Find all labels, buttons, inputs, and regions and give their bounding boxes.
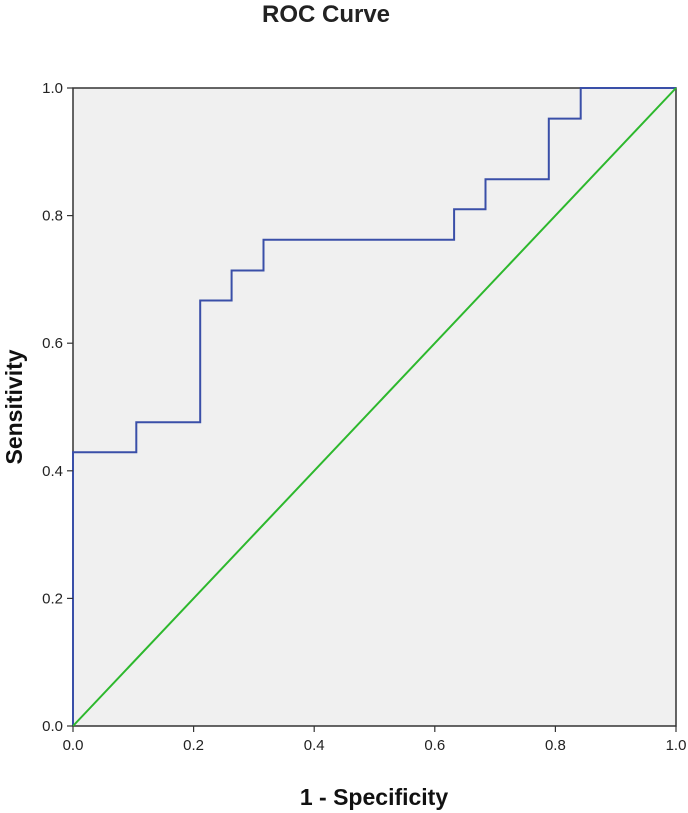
y-tick-label: 0.0 <box>42 718 63 735</box>
x-tick-label: 0.2 <box>183 737 204 754</box>
x-axis-ticks: 0.0 0.2 0.4 0.6 0.8 1.0 <box>63 726 687 754</box>
x-tick-label: 0.8 <box>545 737 566 754</box>
y-axis-ticks: 0.0 0.2 0.4 0.6 0.8 1.0 <box>42 80 73 735</box>
reference-diagonal-line <box>72 87 677 727</box>
x-axis-label: 1 - Specificity <box>300 784 448 810</box>
y-tick-label: 0.8 <box>42 208 63 225</box>
series-layer <box>72 87 677 727</box>
y-axis-label: Sensitivity <box>1 349 27 464</box>
y-tick-label: 1.0 <box>42 80 63 97</box>
y-tick-label: 0.6 <box>42 335 63 352</box>
y-tick-label: 0.4 <box>42 463 63 480</box>
roc-curve-line <box>72 87 676 726</box>
y-tick-label: 0.2 <box>42 590 63 607</box>
x-tick-label: 0.4 <box>304 737 325 754</box>
x-tick-label: 1.0 <box>666 737 687 754</box>
chart-title: ROC Curve <box>262 1 390 28</box>
x-tick-label: 0.6 <box>424 737 445 754</box>
x-tick-label: 0.0 <box>63 737 84 754</box>
